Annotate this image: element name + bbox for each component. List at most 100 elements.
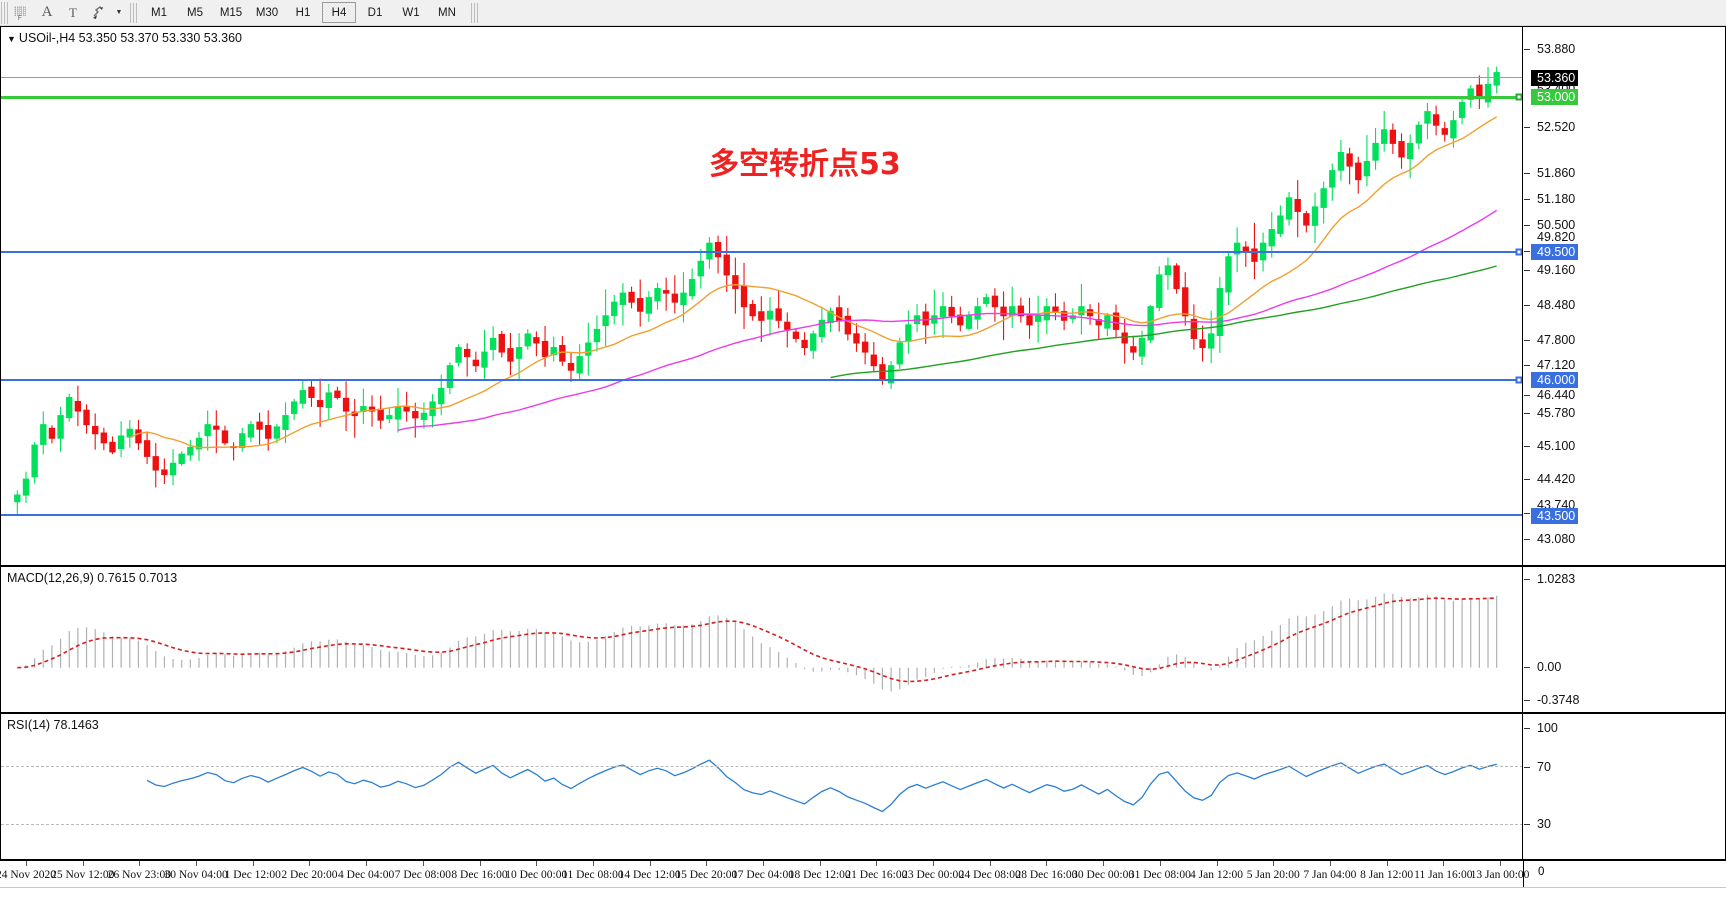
time-axis-tick — [422, 861, 424, 866]
toolbar-grip-handle[interactable] — [1, 1, 8, 24]
time-axis-corner-label: 0 — [1538, 866, 1545, 878]
rsi-tick-70: 70 — [1537, 760, 1551, 774]
time-axis-label: 8 Dec 16:00 — [451, 869, 508, 881]
price-badge-53-000[interactable]: 53.000 — [1531, 89, 1579, 105]
time-axis-label: 10 Dec 00:00 — [505, 869, 568, 881]
time-axis-tick — [1329, 861, 1331, 866]
price-tick-51-860: 51.860 — [1537, 166, 1576, 180]
timeframe-m15[interactable]: M15 — [219, 6, 243, 19]
rsi-plot-area[interactable] — [1, 714, 1523, 859]
macd-tick-top: 1.0283 — [1537, 572, 1576, 586]
time-axis-corner: 0 — [1523, 861, 1726, 887]
time-axis-tick — [479, 861, 481, 866]
time-axis-tick — [933, 861, 935, 866]
time-axis-tick — [82, 861, 84, 866]
chart-annotation-text[interactable]: 多空转折点53 — [709, 147, 901, 182]
collapse-triangle-icon[interactable]: ▼ — [7, 34, 16, 44]
price-chart-panel[interactable]: ▼ USOil-,H4 53.350 53.370 53.330 53.360 多… — [0, 26, 1726, 566]
time-axis-label: 11 Jan 16:00 — [1414, 869, 1473, 881]
time-axis-tick — [252, 861, 254, 866]
time-axis-tick — [1273, 861, 1275, 866]
timeframe-d1[interactable]: D1 — [367, 6, 383, 19]
price-tick-45-100: 45.100 — [1537, 439, 1576, 453]
timeframe-mn[interactable]: MN — [438, 6, 456, 19]
macd-series-svg — [17, 593, 1498, 692]
price-tick-45-780: 45.780 — [1537, 406, 1576, 420]
timeframe-h4[interactable]: H4 — [322, 2, 356, 23]
text-label-a-icon[interactable]: A — [41, 4, 53, 20]
time-axis-tick — [1216, 861, 1218, 866]
macd-tick-bottom: -0.3748 — [1537, 693, 1580, 707]
time-axis-tick — [763, 861, 764, 866]
rsi-axis-right: 100 70 30 — [1522, 714, 1725, 859]
time-axis-label: 24 Nov 2020 — [0, 869, 57, 881]
chart-toolbar: F A T ▼ M1 M5 M15 M30 H1 H4 D1 W1 MN — [0, 0, 1726, 26]
price-badge-43-500[interactable]: 43.500 — [1531, 508, 1579, 524]
price-chart-title-bar: ▼ USOil-,H4 53.350 53.370 53.330 53.360 — [7, 31, 242, 45]
hline-46-000[interactable] — [1, 379, 1523, 381]
hline-49-500-anchor[interactable] — [1515, 248, 1523, 256]
hline-49-500[interactable] — [1, 251, 1523, 253]
time-axis-label: 23 Dec 00:00 — [902, 869, 965, 881]
macd-tick-zero: 0.00 — [1537, 660, 1562, 674]
time-axis-label: 7 Jan 04:00 — [1303, 869, 1357, 881]
price-tick-43-080: 43.080 — [1537, 532, 1576, 546]
objects-shapes-icon[interactable] — [86, 2, 112, 24]
hline-53-000-anchor[interactable] — [1515, 93, 1523, 101]
time-axis-tick — [366, 861, 368, 866]
price-badge-49-500[interactable]: 49.500 — [1531, 244, 1579, 260]
timeframe-w1[interactable]: W1 — [402, 6, 420, 19]
time-axis[interactable]: 0 24 Nov 2020 25 Nov 12:00 26 Nov 23:00 30 … — [0, 860, 1726, 897]
macd-title: MACD(12,26,9) 0.7615 0.7013 — [7, 571, 178, 585]
time-axis-tick — [26, 861, 27, 866]
time-axis-divider — [0, 887, 1726, 888]
price-badge-46-000[interactable]: 46.000 — [1531, 372, 1579, 388]
time-axis-label: 24 Dec 08:00 — [958, 869, 1021, 881]
last-price-level-line — [1, 77, 1523, 78]
rsi-series-svg — [146, 759, 1497, 813]
timeframe-h1[interactable]: H1 — [295, 6, 311, 19]
crosshair-f-icon[interactable]: F — [8, 2, 34, 24]
price-tick-49-820: 49.820 — [1537, 230, 1576, 244]
price-series-svg — [14, 66, 1500, 514]
time-axis-label: 4 Dec 04:00 — [338, 869, 395, 881]
price-tick-53-880: 53.880 — [1537, 42, 1576, 56]
time-axis-tick — [196, 861, 198, 866]
price-tick-47-800: 47.800 — [1537, 333, 1576, 347]
price-tick-47-120: 47.120 — [1537, 358, 1576, 372]
toolbar-separator — [130, 2, 137, 23]
time-axis-tick — [536, 861, 538, 866]
time-axis-label: 31 Dec 08:00 — [1128, 869, 1191, 881]
hline-43-500[interactable] — [1, 514, 1523, 516]
time-axis-label: 4 Jan 12:00 — [1190, 869, 1244, 881]
macd-plot-area[interactable] — [1, 567, 1523, 712]
time-axis-tick — [1046, 861, 1048, 866]
price-plot-area[interactable]: 多空转折点53 — [1, 27, 1523, 565]
macd-panel[interactable]: MACD(12,26,9) 0.7615 0.7013 1.0283 0.00 … — [0, 566, 1726, 713]
timeframe-m1[interactable]: M1 — [151, 6, 167, 19]
macd-axis-right: 1.0283 0.00 -0.3748 — [1522, 567, 1725, 712]
time-axis-label: 26 Nov 23:00 — [107, 869, 171, 881]
time-axis-tick — [1103, 861, 1105, 866]
svg-text:F: F — [18, 16, 22, 21]
rsi-panel[interactable]: RSI(14) 78.1463 100 70 30 — [0, 713, 1726, 860]
time-axis-tick — [989, 861, 991, 866]
objects-dropdown-arrow-icon[interactable]: ▼ — [115, 9, 123, 16]
time-axis-label: 13 Jan 00:00 — [1470, 869, 1530, 881]
time-axis-tick — [309, 861, 311, 866]
price-tick-52-520: 52.520 — [1537, 120, 1576, 134]
price-axis-right[interactable]: 53.880 53.360 53.400 53.000 52.520 51.86… — [1522, 27, 1725, 565]
time-axis-label: 15 Dec 20:00 — [675, 869, 738, 881]
hline-46-000-anchor[interactable] — [1515, 376, 1523, 384]
time-axis-tick — [1443, 861, 1445, 866]
time-axis-label: 2 Dec 20:00 — [281, 869, 338, 881]
time-axis-tick — [592, 861, 594, 866]
text-box-t-icon[interactable]: T — [69, 4, 77, 20]
time-axis-label: 17 Dec 04:00 — [732, 869, 794, 881]
toolbar-separator-end — [471, 2, 478, 23]
timeframe-m30[interactable]: M30 — [255, 6, 279, 19]
timeframe-m5[interactable]: M5 — [187, 6, 203, 19]
hline-53-000[interactable] — [1, 96, 1523, 99]
price-tick-49-160: 49.160 — [1537, 263, 1576, 277]
